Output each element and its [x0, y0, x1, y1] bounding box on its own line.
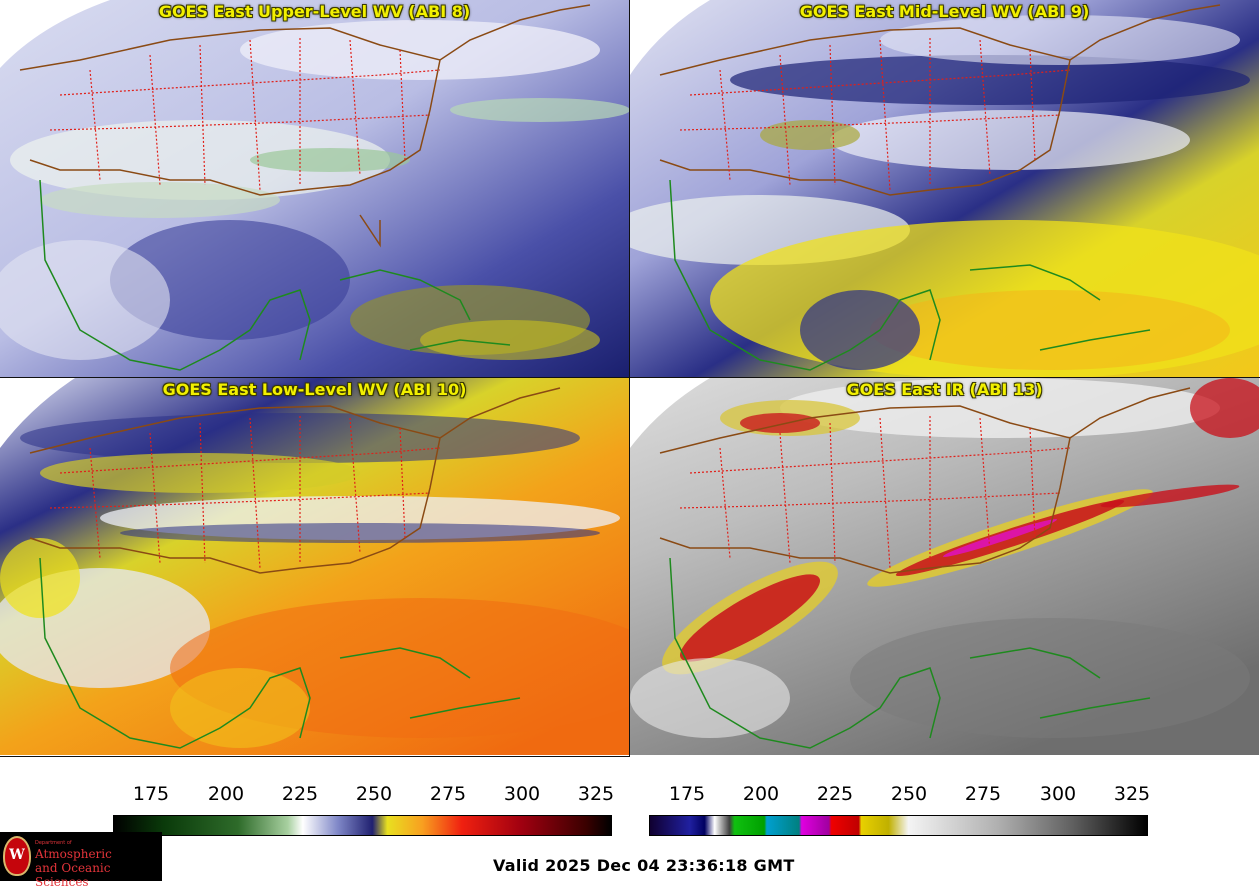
tick-label: 250 [890, 783, 928, 805]
panel-upper-level-wv: GOES East Upper-Level WV (ABI 8) [0, 0, 629, 377]
tick-label: 225 [281, 783, 319, 805]
satellite-image-low-wv [0, 378, 629, 755]
panel-divider-vertical [629, 0, 630, 757]
panel-title: GOES East Upper-Level WV (ABI 8) [158, 2, 471, 21]
aos-logo: W Department of Atmospheric and Oceanic … [0, 832, 162, 889]
panel-title: GOES East Mid-Level WV (ABI 9) [799, 2, 1090, 21]
logo-dept: Department of [35, 840, 72, 846]
wv-colorbar-ticks: 175 200 225 250 275 300 325 [113, 783, 615, 807]
tick-label: 175 [668, 783, 706, 805]
tick-label: 200 [742, 783, 780, 805]
wv-colorbar [113, 815, 612, 836]
tick-label: 250 [355, 783, 393, 805]
panel-mid-level-wv: GOES East Mid-Level WV (ABI 9) [630, 0, 1259, 377]
logo-line2: and Oceanic Sciences [35, 861, 111, 889]
panel-low-level-wv: GOES East Low-Level WV (ABI 10) [0, 378, 629, 755]
panel-bottom-border [0, 756, 630, 757]
satellite-image-upper-wv [0, 0, 629, 377]
tick-label: 275 [964, 783, 1002, 805]
uw-seal-icon: W [3, 836, 31, 876]
satellite-image-mid-wv [630, 0, 1259, 377]
logo-line1: Atmospheric [35, 847, 112, 861]
tick-label: 300 [503, 783, 541, 805]
tick-label: 175 [132, 783, 170, 805]
tick-label: 325 [577, 783, 615, 805]
panel-title: GOES East IR (ABI 13) [846, 380, 1043, 399]
panel-ir: GOES East IR (ABI 13) [630, 378, 1259, 755]
valid-time: Valid 2025 Dec 04 23:36:18 GMT [493, 856, 795, 875]
ir-colorbar [649, 815, 1148, 836]
panel-title: GOES East Low-Level WV (ABI 10) [162, 380, 467, 399]
tick-label: 325 [1113, 783, 1151, 805]
tick-label: 200 [207, 783, 245, 805]
tick-label: 225 [816, 783, 854, 805]
satellite-image-ir [630, 378, 1259, 755]
panel-divider-horizontal [0, 377, 1260, 378]
ir-colorbar-ticks: 175 200 225 250 275 300 325 [649, 783, 1151, 807]
tick-label: 275 [429, 783, 467, 805]
tick-label: 300 [1039, 783, 1077, 805]
